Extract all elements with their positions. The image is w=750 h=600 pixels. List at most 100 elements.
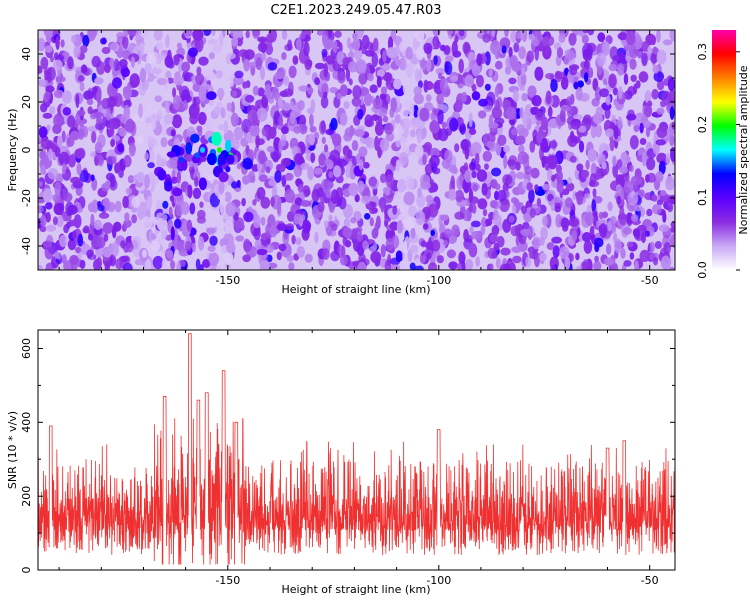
spectrogram-cell: [508, 215, 515, 223]
spectrogram-cell: [40, 56, 49, 70]
spectrogram-panel: -150 -100 -50 -40 -20 0 20 40 Height of straig…: [6, 29, 676, 296]
spectrogram-cell: [169, 195, 175, 202]
spectrogram-cell: [560, 217, 570, 229]
spectrogram-cell: [476, 169, 488, 182]
spectrogram-cell: [165, 34, 170, 49]
spectrogram-cell: [53, 52, 59, 61]
spectrogram-cell: [97, 200, 102, 208]
spectrogram-cell: [503, 154, 508, 170]
spectrogram-cell: [224, 219, 233, 234]
spectrogram-cell: [94, 219, 102, 230]
spectrogram-cell: [237, 49, 249, 58]
spectrogram-cell: [633, 83, 638, 95]
spectrogram-cell: [406, 63, 413, 79]
spectrogram-cell: [330, 250, 340, 262]
spectrogram-cell: [208, 52, 215, 60]
spectrogram-cell: [416, 121, 425, 130]
spectrogram-cell: [450, 75, 459, 82]
spectrogram-hotspot: [157, 169, 167, 181]
spectrogram-cell: [357, 180, 365, 193]
spectrogram-cell: [188, 160, 194, 168]
spectrogram-cell: [656, 79, 665, 91]
spectrogram-cell: [522, 221, 530, 231]
spectrogram-cell: [646, 208, 653, 217]
spectrogram-cell: [343, 101, 350, 110]
spectrogram-cell: [489, 200, 498, 209]
spectrogram-cell: [400, 106, 409, 121]
spectrogram-cell: [226, 102, 233, 112]
spectrogram-cell: [374, 222, 379, 237]
spectrogram-cell: [536, 130, 543, 144]
spectrogram-cell: [233, 126, 244, 140]
spectrogram-cell: [451, 224, 460, 237]
spectrogram-cell: [109, 58, 115, 70]
spectrogram-cell: [194, 176, 199, 187]
spectrogram-cell: [486, 91, 496, 107]
spectrogram-cell: [151, 216, 161, 225]
spectrogram-cell: [567, 105, 579, 116]
spectrogram-cell: [470, 220, 481, 228]
spectrogram-cell: [339, 84, 348, 97]
spectrogram-cell: [415, 46, 425, 61]
spectrogram-cell: [184, 240, 192, 252]
spectrogram-cell: [103, 233, 109, 242]
spectrogram-cell: [281, 125, 289, 135]
spectrogram-cell: [196, 125, 203, 132]
spectrogram-cell: [417, 187, 422, 198]
spectrogram-x-tick-label: -50: [641, 274, 659, 287]
spectrogram-hotspot-core: [200, 147, 205, 153]
spectrogram-cell: [347, 51, 355, 59]
spectrogram-cell: [163, 113, 174, 125]
spectrogram-cell: [565, 182, 575, 192]
spectrogram-cell: [211, 30, 216, 37]
spectrogram-cell: [409, 129, 416, 138]
spectrogram-cell: [56, 215, 64, 228]
spectrogram-cell: [106, 155, 117, 165]
spectrogram-cell: [546, 242, 555, 251]
spectrogram-cell: [289, 110, 296, 125]
spectrogram-cell: [354, 128, 365, 137]
spectrogram-cell: [161, 228, 168, 239]
spectrogram-cell: [471, 170, 477, 179]
spectrogram-cell: [156, 154, 162, 168]
spectrogram-cell: [517, 151, 529, 165]
snr-y-label: SNR (10 * v/v): [6, 411, 19, 489]
spectrogram-cell: [509, 118, 516, 126]
spectrogram-cell: [282, 88, 294, 97]
spectrogram-cell: [449, 164, 457, 174]
spectrogram-cell: [351, 97, 362, 107]
spectrogram-cell: [98, 212, 110, 219]
spectrogram-cell: [508, 77, 517, 85]
spectrogram-cell: [478, 110, 487, 119]
spectrogram-cell: [559, 108, 566, 123]
spectrogram-cell: [278, 243, 287, 252]
spectrogram-cell: [550, 79, 558, 92]
spectrogram-cell: [176, 262, 181, 270]
spectrogram-cell: [325, 55, 335, 65]
spectrogram-cell: [292, 55, 299, 65]
spectrogram-cell: [180, 89, 191, 104]
spectrogram-cell: [243, 238, 251, 253]
spectrogram-cell: [131, 196, 141, 209]
spectrogram-cell: [111, 77, 123, 89]
spectrogram-cell: [363, 93, 373, 107]
spectrogram-cell: [569, 130, 575, 144]
spectrogram-cell: [82, 227, 89, 234]
spectrogram-cell: [444, 61, 453, 75]
spectrogram-cell: [267, 96, 275, 104]
spectrogram-cell: [420, 174, 431, 187]
spectrogram-cell: [79, 45, 88, 54]
spectrogram-cell: [592, 188, 597, 198]
spectrogram-cell: [321, 48, 328, 58]
spectrogram-cell: [199, 201, 204, 208]
spectrogram-cell: [231, 181, 238, 189]
spectrogram-cell: [490, 40, 501, 55]
spectrogram-cells: [38, 30, 675, 270]
spectrogram-cell: [129, 73, 140, 88]
spectrogram-cell: [524, 165, 533, 175]
spectrogram-cell: [339, 255, 348, 266]
spectrogram-cell: [86, 98, 94, 106]
spectrogram-cell: [471, 91, 481, 101]
spectrogram-cell: [181, 61, 191, 73]
spectrogram-cell: [173, 75, 184, 86]
